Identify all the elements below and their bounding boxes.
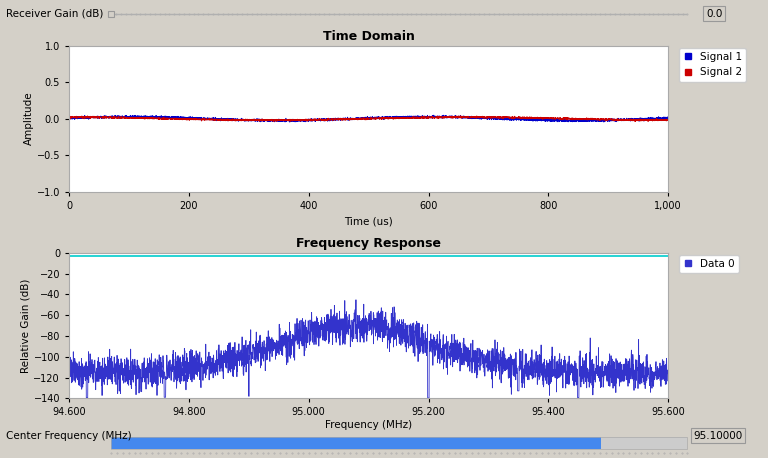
Text: 95.10000: 95.10000 — [694, 431, 743, 441]
Signal 1 — [664, 114, 673, 120]
Signal 1 — [65, 115, 74, 120]
Signal 1 — [541, 118, 550, 124]
Signal 2 — [508, 115, 518, 120]
Signal 2 — [281, 118, 290, 123]
Signal 2 — [94, 114, 104, 120]
Legend: Data 0: Data 0 — [680, 255, 739, 273]
Line: Signal 2: Signal 2 — [69, 116, 668, 121]
Signal 2 — [270, 119, 279, 124]
Signal 2 — [664, 117, 673, 123]
Y-axis label: Amplitude: Amplitude — [24, 92, 34, 146]
Signal 1 — [429, 112, 439, 118]
Legend: Signal 1, Signal 2: Signal 1, Signal 2 — [680, 48, 746, 82]
Signal 2 — [456, 113, 465, 119]
Signal 2 — [65, 114, 74, 120]
Text: Receiver Gain (dB): Receiver Gain (dB) — [6, 9, 104, 19]
Signal 1 — [285, 120, 294, 125]
X-axis label: Frequency (MHz): Frequency (MHz) — [325, 420, 412, 430]
Signal 1 — [508, 116, 518, 122]
Y-axis label: Relative Gain (dB): Relative Gain (dB) — [21, 278, 31, 373]
Signal 2 — [541, 116, 550, 121]
Line: Signal 1: Signal 1 — [69, 115, 668, 122]
Signal 2 — [419, 115, 429, 120]
Title: Frequency Response: Frequency Response — [296, 237, 441, 250]
Title: Time Domain: Time Domain — [323, 30, 415, 43]
X-axis label: Time (us): Time (us) — [344, 216, 393, 226]
Signal 1 — [419, 114, 429, 120]
Text: 0.0: 0.0 — [706, 9, 723, 19]
Signal 1 — [281, 119, 290, 125]
Signal 2 — [445, 115, 455, 120]
Signal 1 — [445, 114, 455, 119]
Text: Center Frequency (MHz): Center Frequency (MHz) — [6, 431, 132, 441]
Signal 1 — [94, 114, 104, 120]
